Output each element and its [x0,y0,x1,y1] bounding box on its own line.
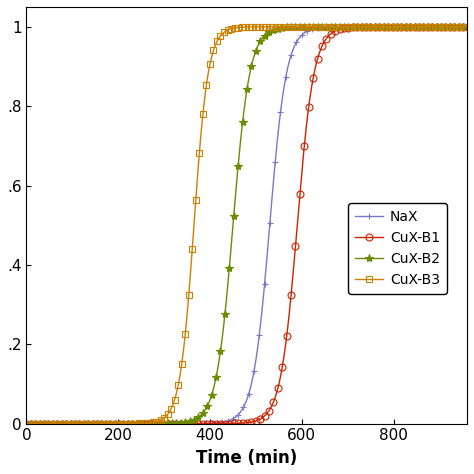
CuX-B2 [326,24,332,30]
CuX-B3 [69,421,74,427]
CuX-B1 [464,24,470,30]
CuX-B1 [367,24,373,30]
CuX-B2 [375,24,381,30]
NaX [326,24,332,30]
CuX-B1 [326,33,332,38]
NaX [69,421,74,427]
CuX-B3 [464,24,470,30]
Line: NaX: NaX [24,24,470,427]
Legend: NaX, CuX-B1, CuX-B2, CuX-B3: NaX, CuX-B1, CuX-B2, CuX-B3 [348,203,447,294]
NaX [464,24,470,30]
Line: CuX-B3: CuX-B3 [24,24,470,427]
CuX-B2 [464,24,470,30]
NaX [367,24,373,30]
Line: CuX-B1: CuX-B1 [23,23,471,427]
CuX-B2 [218,348,223,354]
CuX-B2 [24,421,29,427]
CuX-B1 [218,421,223,427]
CuX-B3 [451,24,456,30]
NaX [375,24,381,30]
CuX-B3 [375,24,381,30]
CuX-B3 [218,33,223,39]
Line: CuX-B2: CuX-B2 [22,23,471,428]
NaX [24,421,29,427]
CuX-B1 [375,24,381,30]
CuX-B3 [326,24,332,30]
NaX [202,420,208,426]
CuX-B3 [202,96,208,101]
CuX-B2 [202,408,208,414]
X-axis label: Time (min): Time (min) [196,449,297,467]
CuX-B3 [367,24,373,30]
CuX-B3 [24,421,29,427]
NaX [218,419,223,425]
CuX-B2 [69,421,74,427]
CuX-B1 [24,421,29,427]
CuX-B1 [69,421,74,427]
CuX-B2 [367,24,373,30]
CuX-B1 [202,421,208,427]
